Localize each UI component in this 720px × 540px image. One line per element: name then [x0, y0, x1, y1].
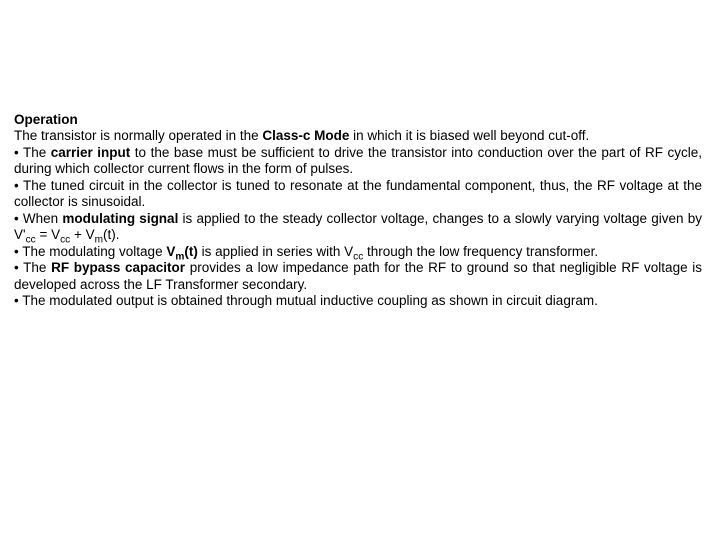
document-page: Operation The transistor is normally ope…	[0, 0, 720, 310]
p6-bold: RF bypass capacitor	[51, 260, 185, 275]
p2-run-a: • The	[14, 145, 51, 160]
paragraph-6: • The RF bypass capacitor provides a low…	[14, 260, 702, 293]
section-heading: Operation	[14, 112, 702, 128]
p5-bold-t: (t)	[184, 244, 198, 259]
paragraph-1: The transistor is normally operated in t…	[14, 128, 702, 144]
p5-run-e: is applied in series with V	[198, 244, 353, 259]
paragraph-4: • When modulating signal is applied to t…	[14, 211, 702, 244]
paragraph-3: • The tuned circuit in the collector is …	[14, 178, 702, 211]
p1-run-c: in which it is biased well beyond cut-of…	[349, 128, 589, 143]
p4-run-a: • When	[14, 211, 62, 226]
p1-run-a: The transistor is normally operated in t…	[14, 128, 262, 143]
paragraph-2: • The carrier input to the base must be …	[14, 145, 702, 178]
p4-run-i: (t).	[103, 227, 120, 242]
p6-run-a: • The	[14, 260, 51, 275]
p4-bold: modulating signal	[62, 211, 178, 226]
paragraph-5: • The modulating voltage Vm(t) is applie…	[14, 244, 702, 260]
p5-run-g: through the low frequency transformer.	[363, 244, 598, 259]
p5-run-a: • The modulating voltage	[14, 244, 166, 259]
p4-run-e: = V	[36, 227, 60, 242]
p2-bold: carrier input	[51, 145, 131, 160]
p4-run-g: + V	[70, 227, 94, 242]
p1-bold: Class-c Mode	[262, 128, 349, 143]
p5-bold-v: V	[166, 244, 175, 259]
paragraph-7: • The modulated output is obtained throu…	[14, 293, 702, 309]
